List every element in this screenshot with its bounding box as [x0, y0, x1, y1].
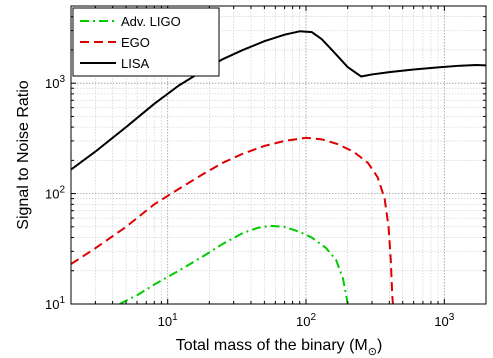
series-line-lisa [71, 30, 486, 171]
y-tick-labels: 101 102 103 [45, 74, 65, 312]
x-axis-title: Total mass of the binary (M⊙) [176, 337, 383, 358]
y-axis-title: Signal to Noise Ratio [15, 80, 32, 230]
x-tick-label: 102 [296, 312, 316, 329]
series-line-ego [71, 136, 394, 304]
y-tick-label: 102 [45, 185, 65, 202]
x-tick-labels: 101 102 103 [158, 312, 455, 329]
y-tick-label: 103 [45, 74, 65, 91]
series-layer [71, 30, 486, 304]
series-line-adv-ligo [119, 224, 349, 304]
legend-label: Adv. LIGO [121, 14, 181, 29]
x-tick-label: 101 [158, 312, 178, 329]
y-tick-label: 101 [45, 295, 65, 312]
legend-label: LISA [121, 56, 150, 71]
x-tick-label: 103 [434, 312, 454, 329]
x-axis-title-subscript: ⊙ [368, 346, 377, 358]
plot-frame [70, 5, 487, 305]
legend-label: EGO [121, 35, 150, 50]
legend: Adv. LIGO EGO LISA [72, 7, 220, 77]
